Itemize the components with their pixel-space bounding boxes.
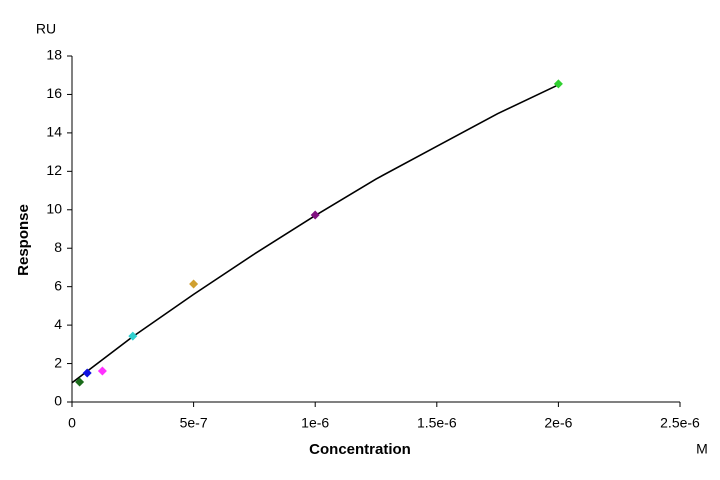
x-tick-label: 5e-7 bbox=[180, 415, 208, 431]
x-tick-label: 1.5e-6 bbox=[417, 415, 457, 431]
data-point bbox=[189, 279, 199, 289]
y-tick-label: 2 bbox=[54, 354, 62, 370]
x-axis-title: Concentration bbox=[309, 441, 411, 458]
y-tick-label: 14 bbox=[46, 124, 62, 140]
x-tick-label: 2e-6 bbox=[544, 415, 572, 431]
data-point bbox=[75, 377, 85, 387]
y-axis-title: Response bbox=[15, 204, 32, 276]
y-unit: RU bbox=[36, 21, 56, 37]
fit-curve bbox=[71, 84, 559, 384]
x-tick-label: 0 bbox=[68, 415, 76, 431]
data-point bbox=[97, 366, 107, 376]
y-tick-label: 12 bbox=[46, 162, 62, 178]
x-tick-label: 1e-6 bbox=[301, 415, 329, 431]
y-tick-label: 10 bbox=[46, 200, 62, 216]
data-point bbox=[553, 79, 563, 89]
y-tick-label: 4 bbox=[54, 316, 62, 332]
x-tick-label: 2.5e-6 bbox=[660, 415, 700, 431]
data-point bbox=[82, 368, 92, 378]
data-point bbox=[310, 210, 320, 220]
y-tick-label: 6 bbox=[54, 277, 62, 293]
data-point bbox=[128, 331, 138, 341]
y-tick-label: 8 bbox=[54, 239, 62, 255]
y-tick-label: 18 bbox=[46, 47, 62, 63]
y-tick-label: 16 bbox=[46, 85, 62, 101]
y-tick-label: 0 bbox=[54, 393, 62, 409]
x-unit: M bbox=[696, 441, 708, 457]
